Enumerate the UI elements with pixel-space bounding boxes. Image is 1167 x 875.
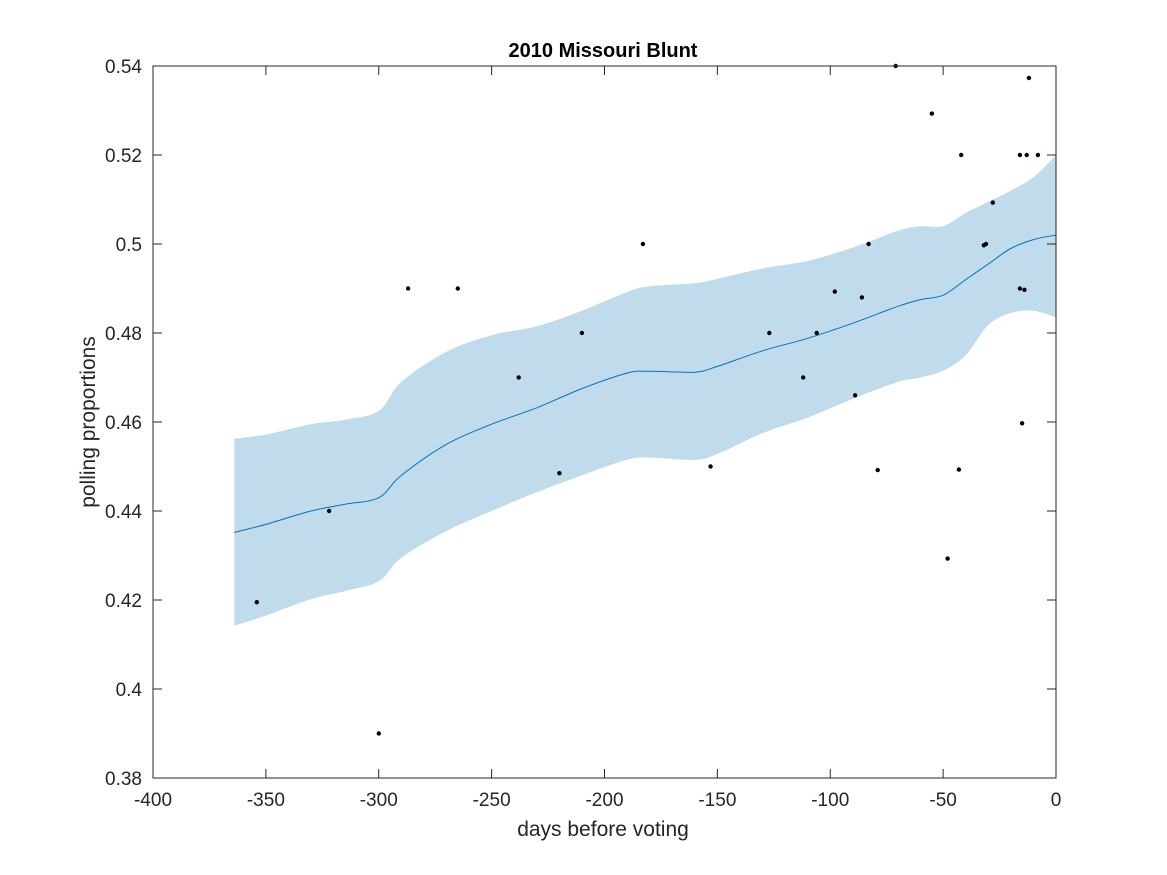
x-axis-label: days before voting xyxy=(517,818,689,841)
y-tick-label: 0.46 xyxy=(105,413,142,434)
poll-point xyxy=(945,556,950,561)
poll-point xyxy=(929,111,934,116)
poll-point xyxy=(1024,152,1029,158)
poll-point xyxy=(1017,152,1023,158)
poll-point xyxy=(516,375,521,380)
x-tick-label: 0 xyxy=(1051,790,1062,811)
axes: -400 -350 -300 -250 -200 -150 -100 -50 0 0.38 0.4 0… xyxy=(105,57,1061,811)
poll-point xyxy=(254,600,259,605)
x-tick-label: -350 xyxy=(247,790,285,811)
poll-point xyxy=(1022,287,1027,292)
y-tick-label: 0.38 xyxy=(105,769,142,790)
poll-point xyxy=(376,731,381,736)
poll-point xyxy=(579,330,585,336)
poll-point xyxy=(1019,421,1025,426)
poll-point xyxy=(832,289,837,294)
poll-point xyxy=(866,241,871,247)
x-tick-label: -150 xyxy=(698,790,736,811)
y-tick-label: 0.48 xyxy=(105,324,142,345)
poll-point xyxy=(852,393,858,398)
x-tick-label: -100 xyxy=(811,790,849,811)
poll-point xyxy=(1026,75,1032,81)
poll-point xyxy=(455,286,460,291)
x-tick-label: -200 xyxy=(585,790,623,811)
poll-point xyxy=(708,464,713,469)
poll-point xyxy=(557,471,562,476)
poll-point xyxy=(801,375,806,380)
x-tick-label: -250 xyxy=(473,790,511,811)
poll-point xyxy=(814,330,819,336)
poll-point xyxy=(875,467,880,473)
y-tick-label: 0.52 xyxy=(105,146,142,167)
y-tick-label: 0.4 xyxy=(116,680,143,701)
poll-point xyxy=(959,152,964,158)
poll-point xyxy=(990,200,995,205)
plot-area xyxy=(234,63,1057,736)
poll-point xyxy=(859,295,865,300)
poll-point xyxy=(956,467,962,472)
poll-point xyxy=(767,330,772,336)
x-tick-label: -50 xyxy=(929,790,956,811)
poll-point xyxy=(983,241,989,247)
y-axis-label: polling proportions xyxy=(77,336,100,508)
poll-point xyxy=(640,241,646,247)
poll-point xyxy=(1017,286,1023,291)
poll-point xyxy=(326,508,332,514)
chart-title: 2010 Missouri Blunt xyxy=(509,40,698,62)
poll-point xyxy=(405,286,411,291)
x-tick-label: -300 xyxy=(360,790,398,811)
y-tick-label: 0.54 xyxy=(105,57,142,78)
confidence-band xyxy=(234,155,1057,626)
poll-point xyxy=(1035,152,1041,158)
trend-line xyxy=(234,234,1057,533)
x-tick-label: -400 xyxy=(134,790,172,811)
y-tick-label: 0.5 xyxy=(116,235,142,256)
y-tick-label: 0.42 xyxy=(105,591,142,612)
y-tick-label: 0.44 xyxy=(105,502,142,523)
